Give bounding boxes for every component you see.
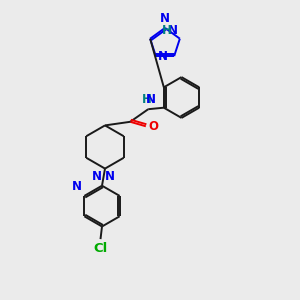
Text: H: H — [142, 93, 152, 106]
Text: N: N — [160, 13, 170, 26]
Text: H: H — [162, 25, 171, 38]
Text: N: N — [92, 170, 101, 183]
Text: N: N — [104, 170, 114, 183]
Text: Cl: Cl — [93, 242, 108, 254]
Text: N: N — [158, 50, 168, 63]
Text: O: O — [149, 120, 159, 133]
Text: N: N — [72, 181, 82, 194]
Text: N: N — [168, 25, 178, 38]
Text: N: N — [146, 93, 156, 106]
